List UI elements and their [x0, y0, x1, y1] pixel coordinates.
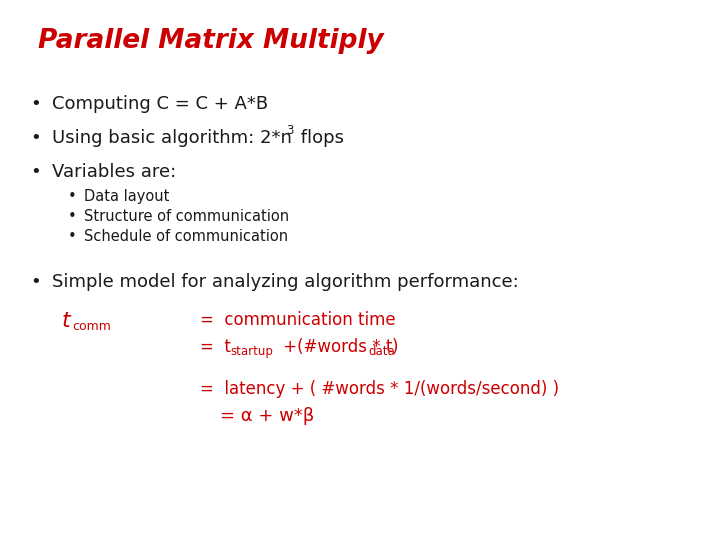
- Text: Structure of communication: Structure of communication: [84, 209, 289, 224]
- Text: comm: comm: [72, 320, 111, 333]
- Text: •: •: [68, 229, 77, 244]
- Text: t: t: [62, 311, 71, 331]
- Text: =  latency + ( #words * 1/(words/second) ): = latency + ( #words * 1/(words/second) …: [200, 380, 559, 398]
- Text: Variables are:: Variables are:: [52, 163, 176, 181]
- Text: +(#words * t: +(#words * t: [278, 338, 392, 356]
- Text: flops: flops: [295, 129, 344, 147]
- Text: •: •: [68, 209, 77, 224]
- Text: 3: 3: [286, 124, 293, 137]
- Text: Parallel Matrix Multiply: Parallel Matrix Multiply: [38, 28, 384, 54]
- Text: •: •: [68, 189, 77, 204]
- Text: •: •: [30, 95, 41, 113]
- Text: startup: startup: [230, 345, 273, 358]
- Text: Simple model for analyzing algorithm performance:: Simple model for analyzing algorithm per…: [52, 273, 518, 291]
- Text: •: •: [30, 273, 41, 291]
- Text: =  t: = t: [200, 338, 231, 356]
- Text: Using basic algorithm: 2*n: Using basic algorithm: 2*n: [52, 129, 292, 147]
- Text: = α + w*β: = α + w*β: [220, 407, 314, 425]
- Text: •: •: [30, 129, 41, 147]
- Text: Schedule of communication: Schedule of communication: [84, 229, 288, 244]
- Text: Data layout: Data layout: [84, 189, 169, 204]
- Text: =  communication time: = communication time: [200, 311, 395, 329]
- Text: Computing C = C + A*B: Computing C = C + A*B: [52, 95, 268, 113]
- Text: •: •: [30, 163, 41, 181]
- Text: data: data: [368, 345, 395, 358]
- Text: ): ): [392, 338, 398, 356]
